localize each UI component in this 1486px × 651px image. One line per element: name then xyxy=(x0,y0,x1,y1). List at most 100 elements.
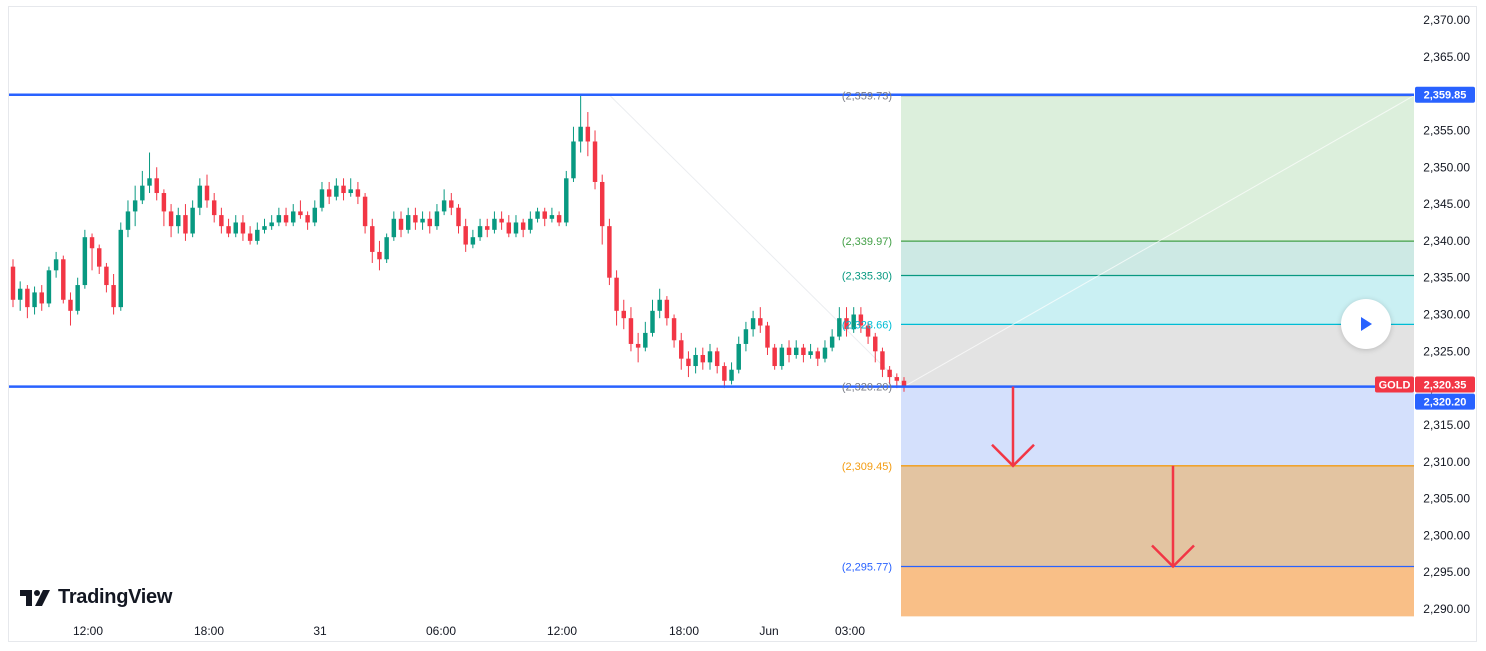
candle-body xyxy=(607,226,612,278)
candle-body xyxy=(283,215,289,223)
price-tags: 2,359.85 GOLD 2,320.35 2,320.20 xyxy=(1375,86,1475,410)
candle-body xyxy=(535,211,540,219)
candle-body xyxy=(700,354,706,363)
price-tag-last: 2,320.35 xyxy=(1424,380,1467,392)
candle-body xyxy=(865,325,871,337)
chart-frame xyxy=(8,6,1477,642)
fib-zone xyxy=(901,324,1414,387)
candle-body xyxy=(873,336,878,352)
candle-body xyxy=(370,226,375,252)
candle-body xyxy=(492,218,497,230)
candle-body xyxy=(312,207,318,223)
price-axis: 2,370.002,365.002,360.002,355.002,350.00… xyxy=(1423,13,1470,616)
candle-body xyxy=(140,185,145,201)
y-tick-label: 2,300.00 xyxy=(1423,528,1470,542)
y-tick-label: 2,310.00 xyxy=(1423,455,1470,469)
candle-body xyxy=(211,200,217,216)
candle-body xyxy=(585,126,591,142)
y-tick-label: 2,350.00 xyxy=(1423,160,1470,174)
fib-zone xyxy=(901,386,1414,466)
candle-body xyxy=(679,340,684,359)
candle-body xyxy=(571,141,576,179)
candle-body xyxy=(276,215,282,223)
candle-body xyxy=(89,237,95,249)
candle-body xyxy=(736,343,741,370)
candle-body xyxy=(485,226,490,230)
y-tick-label: 2,330.00 xyxy=(1423,308,1470,322)
candle-body xyxy=(204,185,210,201)
x-tick-label: 18:00 xyxy=(669,624,699,638)
candle-body xyxy=(233,222,238,234)
play-button[interactable] xyxy=(1341,299,1391,349)
price-tag-upper: 2,359.85 xyxy=(1424,90,1467,102)
candle-body xyxy=(154,178,159,194)
x-tick-label: 03:00 xyxy=(835,624,865,638)
candle-body xyxy=(520,222,526,230)
candle-body xyxy=(118,229,124,308)
fib-zone xyxy=(901,241,1414,276)
y-tick-label: 2,365.00 xyxy=(1423,50,1470,64)
candle-body xyxy=(434,211,440,227)
candle-body xyxy=(348,189,353,194)
candle-body xyxy=(578,126,583,142)
candle-body xyxy=(240,222,246,234)
fib-label: (2,359.73) xyxy=(842,91,892,103)
candle-body xyxy=(643,332,648,348)
fib-zones xyxy=(901,95,1414,617)
price-tag-last-bg xyxy=(1415,376,1475,393)
candle-body xyxy=(722,366,727,381)
candle-body xyxy=(671,318,677,341)
candle-body xyxy=(68,299,73,311)
candle-body xyxy=(53,259,59,271)
candle-body xyxy=(255,229,260,241)
candle-body xyxy=(334,185,339,197)
fib-label: (2,309.45) xyxy=(842,461,892,473)
candle-body xyxy=(528,218,533,230)
candle-body xyxy=(168,211,174,227)
candle-body xyxy=(104,266,109,286)
candle-body xyxy=(75,285,80,311)
candle-body xyxy=(894,377,900,381)
fib-zone xyxy=(901,275,1414,325)
candle-body xyxy=(901,380,907,386)
candle-body xyxy=(161,193,167,212)
brand-name: TradingView xyxy=(58,586,173,608)
candle-body xyxy=(82,237,88,286)
candle-body xyxy=(564,178,569,223)
candle-body xyxy=(398,218,404,230)
candle-body xyxy=(851,314,856,330)
arrow-head xyxy=(991,443,1035,468)
candle-body xyxy=(355,189,361,197)
x-tick-label: Jun xyxy=(759,624,778,638)
candle-body xyxy=(132,200,138,212)
candle-body xyxy=(707,351,713,363)
fib-diagonal xyxy=(903,95,1415,388)
candle-body xyxy=(887,369,892,378)
y-tick-label: 2,295.00 xyxy=(1423,565,1470,579)
y-tick-label: 2,345.00 xyxy=(1423,197,1470,211)
fib-label: (2,339.97) xyxy=(842,236,892,248)
candle-body xyxy=(326,189,332,197)
x-tick-label: 31 xyxy=(313,624,327,638)
candle-body xyxy=(197,185,203,208)
candle-body xyxy=(384,237,389,260)
candle-body xyxy=(219,215,224,227)
arrow-head xyxy=(1151,544,1195,569)
fib-zone xyxy=(901,566,1414,617)
candle-body xyxy=(793,347,799,355)
candle-body xyxy=(449,200,454,208)
candle-body xyxy=(686,358,691,367)
candle-body xyxy=(441,200,447,212)
price-tag-lower-bg xyxy=(1415,393,1475,410)
candle-body xyxy=(801,347,806,355)
candle-body xyxy=(758,318,763,326)
candle-body xyxy=(39,292,44,304)
candle-body xyxy=(506,222,512,234)
candle-body xyxy=(17,288,23,300)
candle-body xyxy=(714,351,720,367)
target-arrows xyxy=(991,386,1195,569)
candle-body xyxy=(513,222,519,234)
y-tick-label: 2,370.00 xyxy=(1423,13,1470,27)
candle-body xyxy=(815,351,821,359)
